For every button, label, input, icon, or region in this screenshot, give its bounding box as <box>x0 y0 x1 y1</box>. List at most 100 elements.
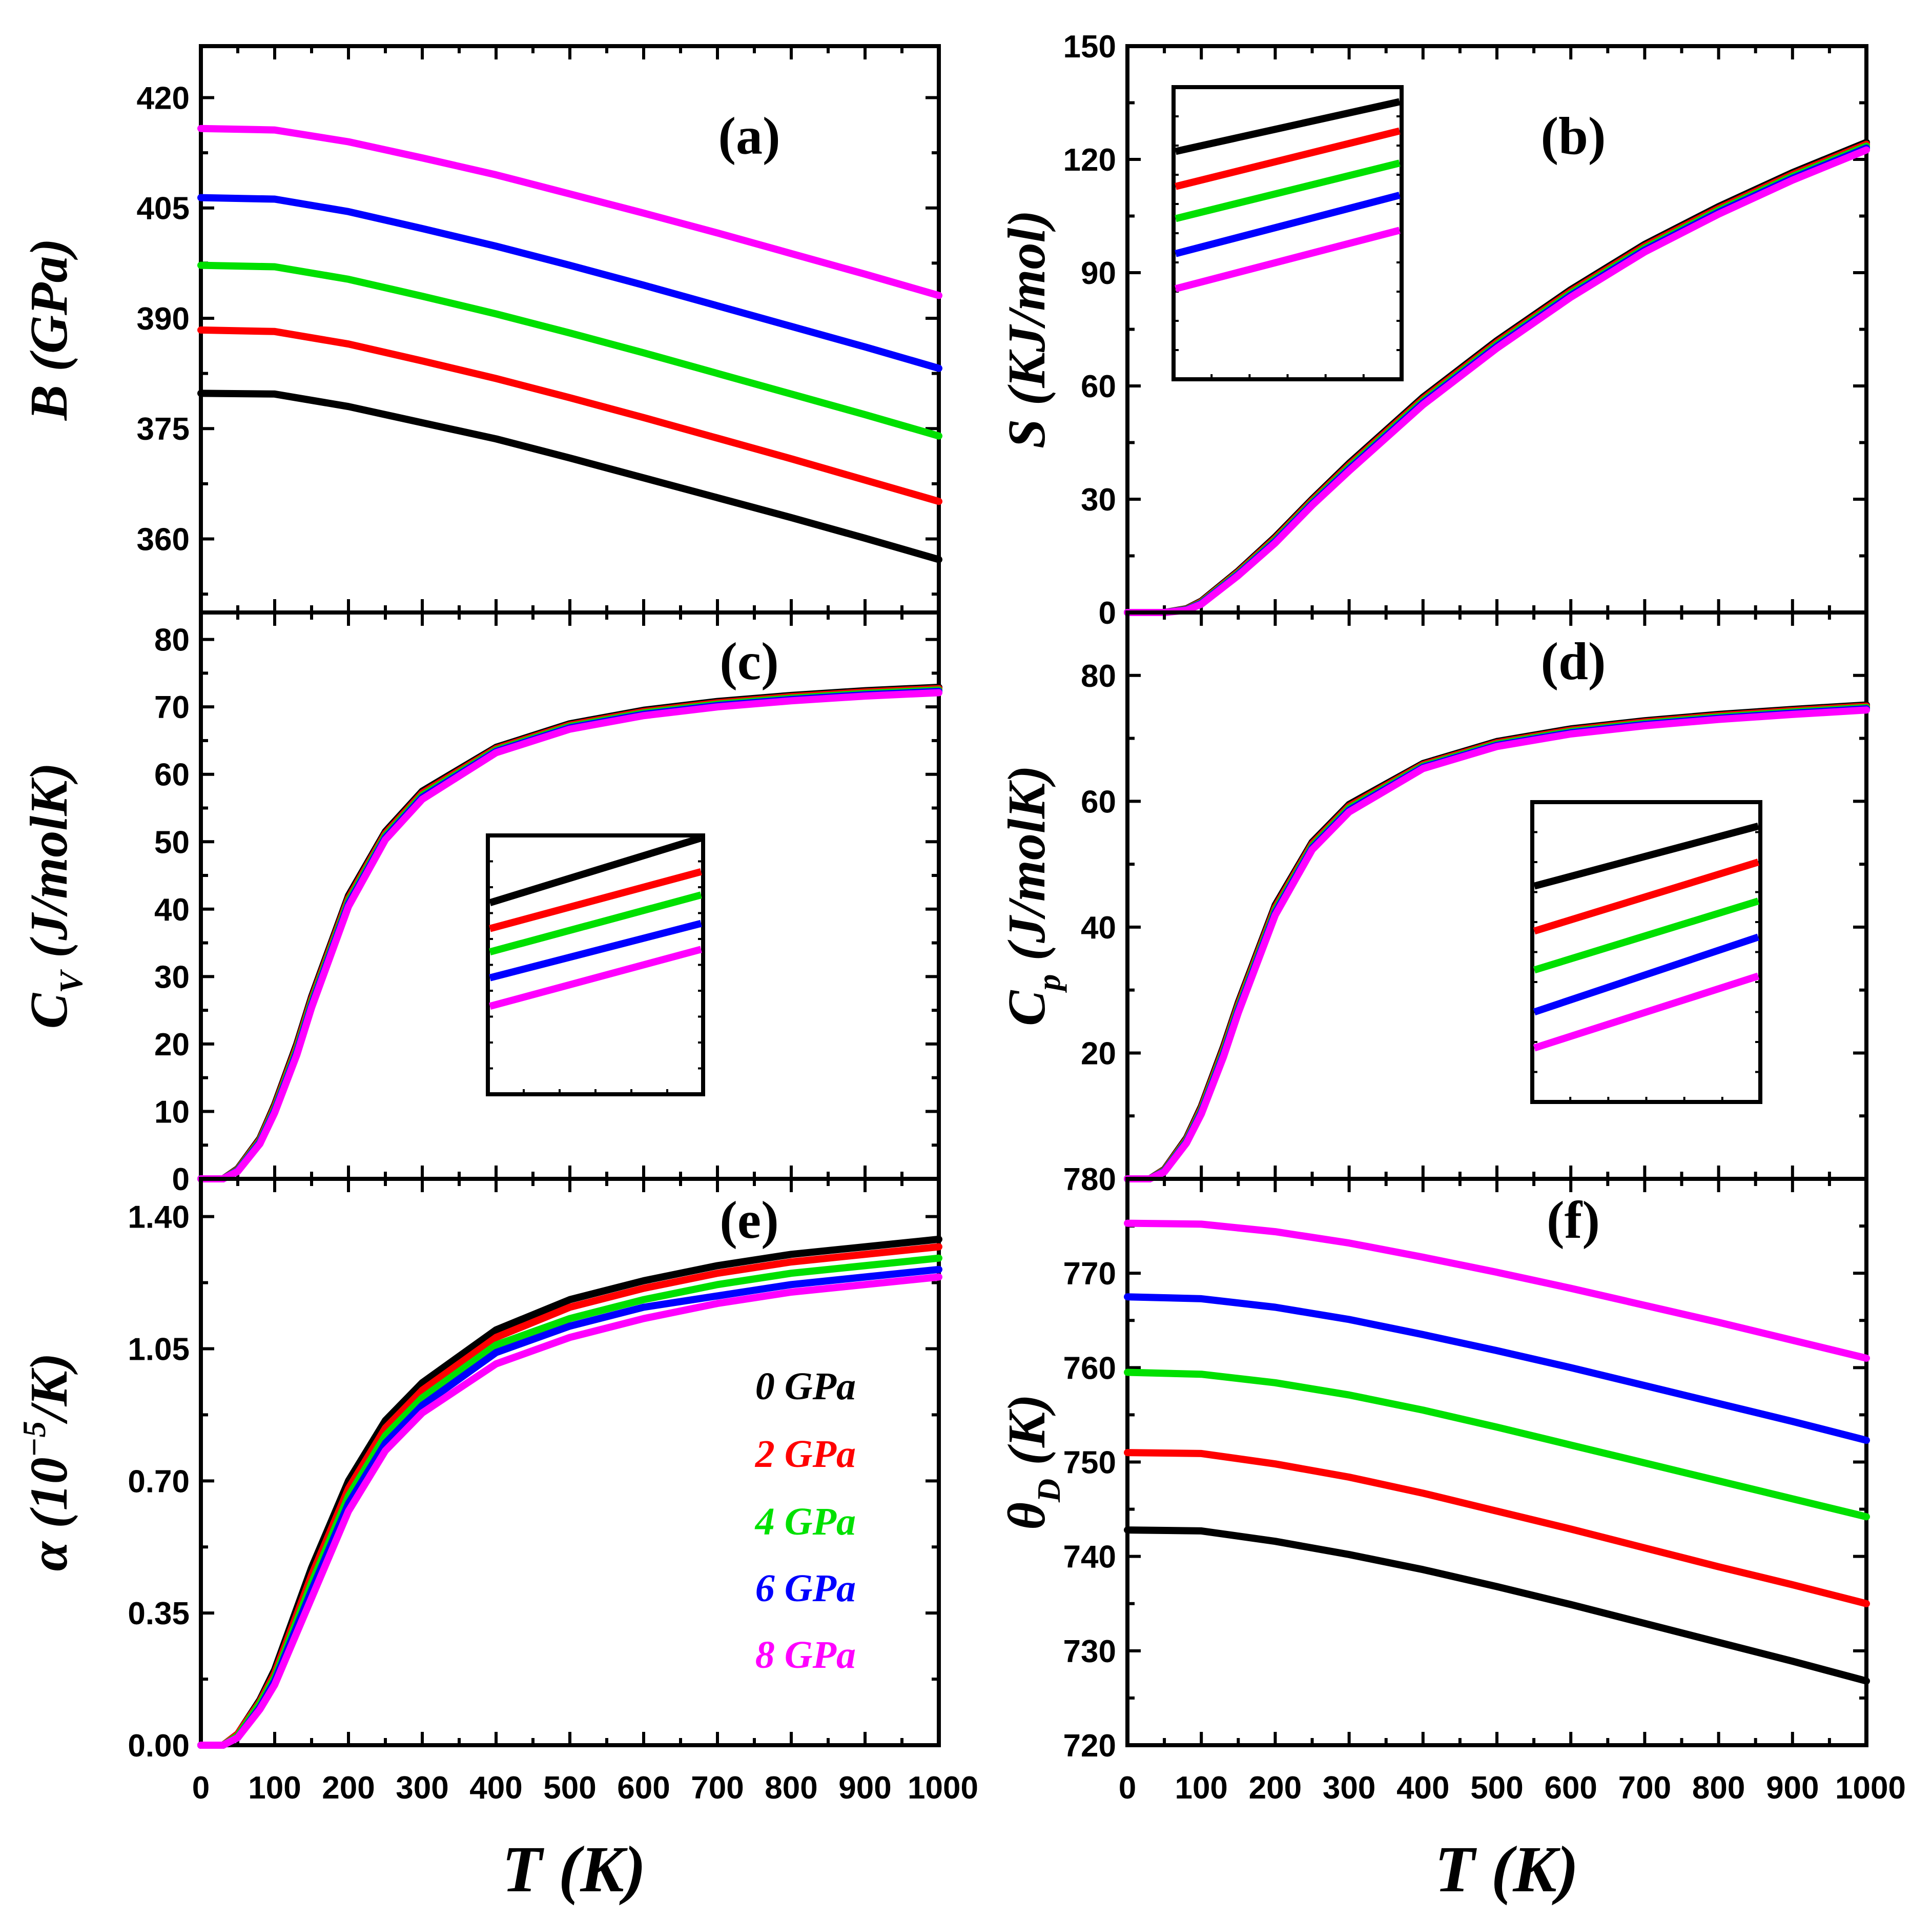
inset-line-d-6-GPa <box>1533 933 1760 1016</box>
y-tick-label-f: 770 <box>1063 1256 1116 1292</box>
inset-b <box>1171 85 1404 381</box>
legend-entry-0-GPa: 0 GPa <box>755 1365 856 1408</box>
y-axis-label-f: θD (K) <box>997 1394 1067 1530</box>
y-axis-label-b: S (KJ/mol) <box>997 210 1056 448</box>
y-tick-label-b: 150 <box>1063 29 1116 65</box>
series-line-b-8-GPa <box>1124 146 1870 616</box>
x-tick-label-f: 800 <box>1692 1770 1745 1806</box>
inset-line-c-0-GPa <box>488 834 703 906</box>
inset-c <box>486 833 705 1096</box>
x-tick-label-f: 700 <box>1618 1770 1671 1806</box>
inset-line-c-8-GPa <box>489 946 702 1010</box>
series-line-d-8-GPa <box>1124 706 1870 1182</box>
y-tick-label-f: 780 <box>1063 1162 1116 1197</box>
y-tick-label-d: 40 <box>1081 910 1116 946</box>
series-line-a-8-GPa <box>197 125 942 299</box>
legend-entry-2-GPa: 2 GPa <box>755 1433 856 1476</box>
y-tick-label-c: 30 <box>154 959 190 995</box>
inset-line-c-2-GPa <box>489 868 702 932</box>
panels: 360 375 390 405 420 (a) B (GPa) 0 30 60 90 120 150 (b… <box>16 29 1906 1806</box>
series-line-f-0-GPa <box>1124 1526 1870 1685</box>
y-tick-label-f: 750 <box>1063 1445 1116 1481</box>
panel-c: 0 10 20 30 40 50 60 70 80 (c) CV (J/molK) <box>19 610 942 1197</box>
inset-frame-c <box>486 833 705 1096</box>
y-axis-label-a: B (GPa) <box>19 238 78 421</box>
y-axis-label-d: Cp (J/molK) <box>997 765 1067 1026</box>
panel-label-e: (e) <box>720 1191 778 1250</box>
series-line-f-8-GPa <box>1124 1219 1870 1362</box>
y-tick-label-c: 50 <box>154 825 190 860</box>
inset-d <box>1530 800 1762 1104</box>
x-tick-label-f: 300 <box>1323 1770 1375 1806</box>
y-tick-label-b: 120 <box>1063 142 1116 178</box>
panel-a: 360 375 390 405 420 (a) B (GPa) <box>19 44 942 615</box>
y-tick-label-e: 0.35 <box>128 1596 190 1631</box>
y-tick-label-d: 80 <box>1081 659 1116 694</box>
y-tick-label-e: 1.40 <box>128 1200 190 1235</box>
y-axis-label-e: α (10−5/K) <box>16 1353 78 1571</box>
series-line-f-4-GPa <box>1124 1368 1870 1521</box>
x-tick-label-e: 900 <box>838 1770 891 1806</box>
y-tick-label-a: 390 <box>137 301 190 337</box>
x-tick-label-f: 200 <box>1249 1770 1302 1806</box>
series-line-a-4-GPa <box>197 261 942 440</box>
x-tick-label-e: 400 <box>469 1770 522 1806</box>
y-tick-label-c: 70 <box>154 690 190 725</box>
y-tick-label-c: 60 <box>154 758 190 793</box>
x-axis-label-left: T (K) <box>502 1833 646 1906</box>
x-tick-label-e: 1000 <box>908 1770 978 1806</box>
x-axis-label-right: T (K) <box>1435 1833 1579 1906</box>
y-tick-label-d: 20 <box>1081 1036 1116 1071</box>
inset-line-c-4-GPa <box>489 891 702 956</box>
y-tick-label-c: 0 <box>172 1162 190 1197</box>
inset-line-d-0-GPa <box>1533 823 1759 890</box>
y-tick-label-a: 375 <box>137 412 190 447</box>
y-tick-label-b: 60 <box>1081 369 1116 404</box>
panel-label-d: (d) <box>1540 632 1606 691</box>
y-tick-label-d: 60 <box>1081 784 1116 820</box>
inset-line-b-6-GPa <box>1175 192 1401 257</box>
x-tick-label-e: 200 <box>322 1770 375 1806</box>
panel-label-b: (b) <box>1540 107 1606 166</box>
y-tick-label-f: 720 <box>1063 1728 1116 1764</box>
series-line-f-2-GPa <box>1124 1449 1870 1607</box>
y-tick-label-f: 760 <box>1063 1351 1116 1386</box>
x-tick-label-e: 700 <box>691 1770 744 1806</box>
y-tick-label-c: 40 <box>154 892 190 928</box>
panel-label-a: (a) <box>718 107 780 166</box>
x-tick-label-f: 0 <box>1119 1770 1136 1806</box>
x-tick-label-e: 500 <box>543 1770 596 1806</box>
x-tick-label-e: 800 <box>765 1770 817 1806</box>
inset-line-d-2-GPa <box>1533 859 1760 935</box>
x-tick-label-f: 400 <box>1396 1770 1449 1806</box>
y-tick-label-b: 30 <box>1081 482 1116 518</box>
y-tick-label-e: 1.05 <box>128 1332 190 1367</box>
y-tick-label-c: 20 <box>154 1027 190 1062</box>
y-tick-label-e: 0.00 <box>128 1728 190 1764</box>
y-axis-label-c: CV (J/molK) <box>19 763 89 1029</box>
inset-line-d-8-GPa <box>1533 972 1760 1052</box>
y-tick-label-a: 405 <box>137 191 190 227</box>
y-tick-label-c: 80 <box>154 623 190 658</box>
x-tick-label-f: 100 <box>1175 1770 1227 1806</box>
inset-line-c-6-GPa <box>489 919 702 982</box>
series-line-e-8-GPa <box>197 1273 942 1749</box>
series-line-a-0-GPa <box>197 390 942 563</box>
y-tick-label-f: 740 <box>1063 1540 1116 1575</box>
inset-line-b-4-GPa <box>1175 159 1401 222</box>
y-tick-label-f: 730 <box>1063 1634 1116 1669</box>
inset-line-b-2-GPa <box>1175 127 1401 190</box>
series-line-c-8-GPa <box>197 689 942 1182</box>
x-tick-label-f: 900 <box>1766 1770 1819 1806</box>
x-tick-label-f: 1000 <box>1835 1770 1906 1806</box>
series-line-f-6-GPa <box>1124 1293 1870 1444</box>
y-tick-label-c: 10 <box>154 1094 190 1130</box>
y-tick-label-b: 0 <box>1099 596 1116 631</box>
inset-frame-b <box>1171 85 1404 381</box>
x-tick-label-e: 0 <box>192 1770 210 1806</box>
inset-line-b-0-GPa <box>1175 98 1401 155</box>
inset-line-d-4-GPa <box>1533 897 1760 974</box>
y-tick-label-e: 0.70 <box>128 1464 190 1499</box>
axis-titles: T (K) T (K) <box>502 1833 1579 1906</box>
